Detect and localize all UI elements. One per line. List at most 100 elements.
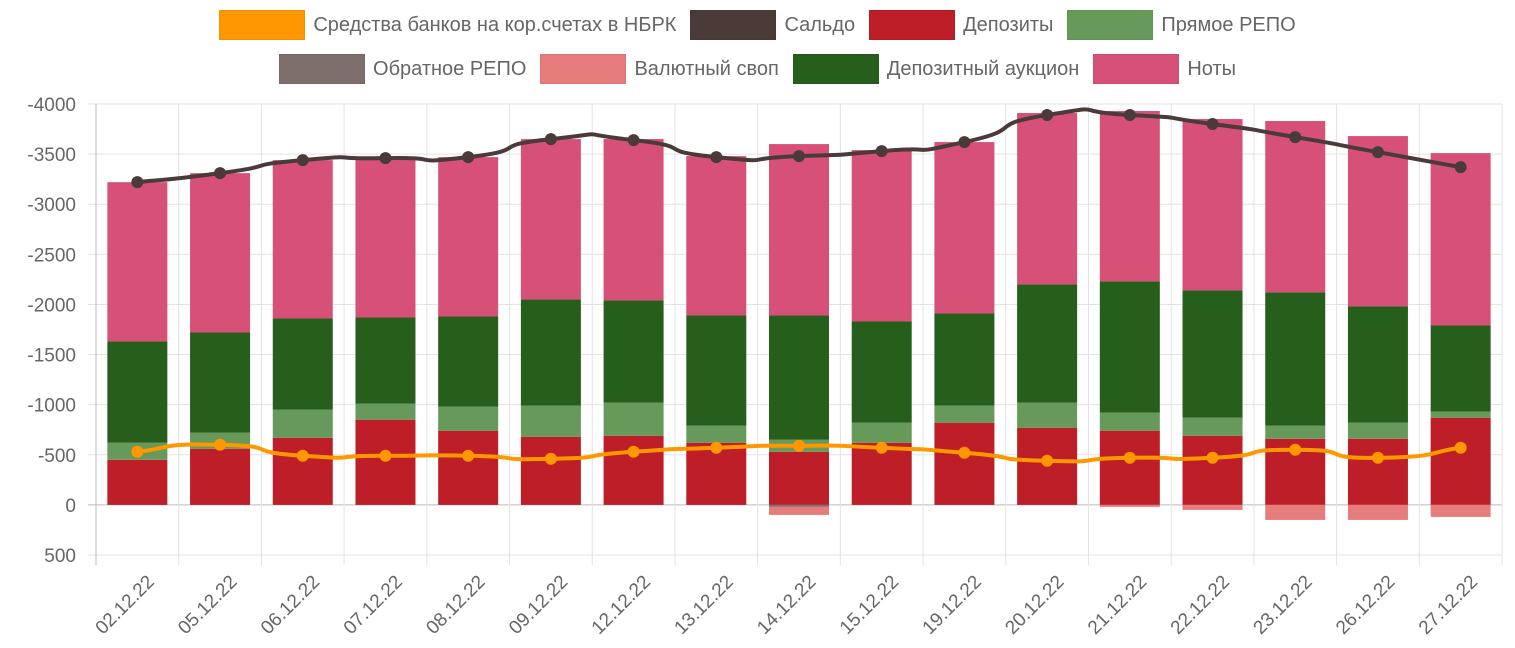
data-point[interactable] [1041, 454, 1054, 467]
legend-item[interactable]: Депозиты [869, 10, 1053, 40]
bar-segment[interactable] [1017, 402, 1078, 428]
bar-segment[interactable] [1017, 113, 1078, 285]
bar-segment[interactable] [272, 160, 333, 319]
bar-segment[interactable] [355, 403, 416, 420]
bar-segment[interactable] [438, 316, 499, 407]
bar-segment[interactable] [769, 504, 829, 507]
bar-segment[interactable] [851, 321, 912, 423]
bar-segment[interactable] [190, 332, 251, 433]
legend-item[interactable]: Ноты [1093, 54, 1236, 84]
data-point[interactable] [875, 441, 888, 454]
data-point[interactable] [1289, 131, 1302, 144]
bar-segment[interactable] [355, 419, 416, 505]
legend-item[interactable]: Валютный своп [540, 54, 779, 84]
bar-segment[interactable] [1265, 504, 1326, 520]
data-point[interactable] [793, 439, 805, 452]
bar-segment[interactable] [272, 437, 333, 505]
data-point[interactable] [131, 176, 144, 189]
bar-segment[interactable] [1099, 504, 1160, 507]
bar-segment[interactable] [603, 300, 664, 403]
data-point[interactable] [379, 152, 392, 165]
bar-segment[interactable] [686, 156, 747, 316]
bar-segment[interactable] [1265, 121, 1326, 293]
data-point[interactable] [1206, 451, 1219, 464]
legend-item[interactable]: Сальдо [690, 10, 855, 40]
data-point[interactable] [214, 167, 227, 180]
data-point[interactable] [1454, 161, 1467, 174]
data-point[interactable] [1123, 451, 1136, 464]
bar-segment[interactable] [107, 182, 168, 342]
bar-segment[interactable] [107, 459, 168, 505]
bar-segment[interactable] [520, 299, 581, 406]
data-point[interactable] [1371, 146, 1384, 159]
bar-segment[interactable] [686, 315, 747, 426]
legend-item[interactable]: Обратное РЕПО [279, 54, 526, 84]
bar-segment[interactable] [1347, 136, 1408, 307]
data-point[interactable] [296, 154, 309, 167]
bar-segment[interactable] [851, 422, 912, 443]
bar-segment[interactable] [520, 139, 581, 300]
bar-segment[interactable] [355, 317, 416, 404]
data-point[interactable] [462, 449, 475, 462]
bar-segment[interactable] [1430, 325, 1491, 412]
data-point[interactable] [793, 150, 805, 163]
bar-segment[interactable] [769, 315, 829, 440]
legend-item[interactable]: Средства банков на кор.счетах в НБРК [219, 10, 676, 40]
bar-segment[interactable] [1099, 430, 1160, 505]
bar-segment[interactable] [934, 405, 995, 423]
bar-segment[interactable] [107, 341, 168, 443]
data-point[interactable] [710, 151, 723, 164]
bar-segment[interactable] [190, 173, 251, 333]
bar-segment[interactable] [1099, 412, 1160, 431]
data-point[interactable] [544, 133, 557, 146]
bar-segment[interactable] [1347, 438, 1408, 505]
bar-segment[interactable] [603, 402, 664, 436]
bar-segment[interactable] [272, 318, 333, 410]
bar-segment[interactable] [1265, 292, 1326, 426]
bar-segment[interactable] [769, 451, 829, 505]
data-point[interactable] [1454, 441, 1467, 454]
bar-segment[interactable] [1430, 411, 1491, 418]
data-point[interactable] [1206, 118, 1219, 131]
bar-segment[interactable] [1347, 504, 1408, 520]
bar-segment[interactable] [1182, 119, 1243, 291]
bar-segment[interactable] [1017, 284, 1078, 403]
bar-segment[interactable] [438, 157, 499, 317]
data-point[interactable] [544, 452, 557, 465]
data-point[interactable] [1371, 451, 1384, 464]
bar-segment[interactable] [190, 448, 251, 505]
bar-segment[interactable] [1347, 422, 1408, 439]
bar-segment[interactable] [934, 313, 995, 406]
data-point[interactable] [296, 449, 309, 462]
data-point[interactable] [627, 134, 640, 147]
data-point[interactable] [958, 446, 971, 459]
data-point[interactable] [1123, 109, 1136, 122]
bar-segment[interactable] [934, 142, 995, 314]
bar-segment[interactable] [272, 409, 333, 438]
bar-segment[interactable] [1182, 290, 1243, 418]
legend-item[interactable]: Прямое РЕПО [1067, 10, 1296, 40]
bar-segment[interactable] [769, 506, 829, 515]
bar-segment[interactable] [934, 422, 995, 505]
bar-segment[interactable] [769, 144, 829, 316]
legend-item[interactable]: Депозитный аукцион [792, 54, 1079, 84]
data-point[interactable] [1289, 443, 1302, 456]
bar-segment[interactable] [438, 430, 499, 505]
bar-segment[interactable] [1430, 153, 1491, 326]
data-point[interactable] [214, 438, 227, 451]
bar-segment[interactable] [1099, 111, 1160, 282]
bar-segment[interactable] [1182, 504, 1243, 510]
bar-segment[interactable] [1347, 306, 1408, 423]
bar-segment[interactable] [520, 405, 581, 437]
bar-segment[interactable] [1265, 425, 1326, 439]
bar-segment[interactable] [1430, 504, 1491, 517]
data-point[interactable] [627, 445, 640, 458]
bar-segment[interactable] [603, 139, 664, 301]
data-point[interactable] [875, 145, 888, 158]
bar-segment[interactable] [1182, 417, 1243, 436]
data-point[interactable] [710, 441, 723, 454]
bar-segment[interactable] [851, 150, 912, 322]
bar-segment[interactable] [1099, 281, 1160, 413]
bar-segment[interactable] [438, 406, 499, 431]
bar-segment[interactable] [355, 158, 416, 318]
